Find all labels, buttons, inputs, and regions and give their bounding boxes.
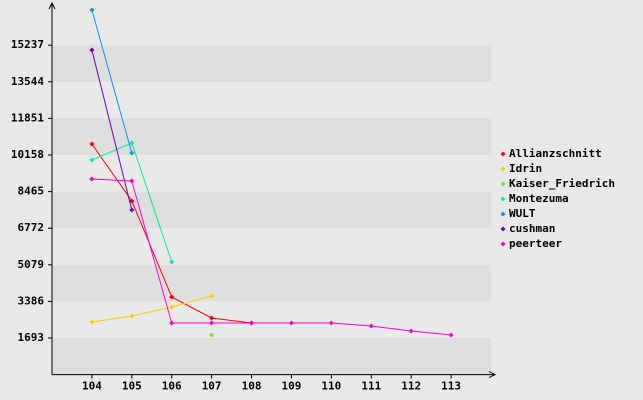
grid-band [52,81,491,119]
legend-label: cushman [509,222,555,235]
point [89,141,95,147]
y-tick-label: 15237 [11,38,44,51]
point [209,332,215,338]
point [408,328,414,334]
point [169,259,175,265]
grid-band [52,264,491,302]
x-tick-label: 110 [321,380,341,393]
point [448,332,454,338]
x-tick-label: 111 [361,380,381,393]
legend-marker [500,226,506,232]
point [169,294,175,300]
grid-band [52,45,491,82]
x-tick-label: 109 [282,380,302,393]
point [209,315,215,321]
y-tick-label: 10158 [11,148,44,161]
legend-marker [500,151,506,157]
y-tick-label: 8465 [18,185,45,198]
point [89,319,95,325]
legend-label: Idrin [509,162,542,175]
y-tick-label: 11851 [11,111,44,124]
grid-band [52,155,491,192]
grid-band [52,118,491,155]
point [89,47,95,53]
x-tick-label: 108 [242,380,262,393]
legend-marker [500,241,506,247]
point [129,313,135,319]
point [169,304,175,310]
grid-band [52,228,491,265]
legend-marker [500,196,506,202]
x-tick-label: 106 [162,380,182,393]
series-line [91,9,133,154]
y-axis-arrow [48,1,56,10]
legend-label: Allianzschnitt [509,147,602,160]
point [129,198,135,204]
legend-label: Montezuma [509,192,569,205]
point [288,320,294,326]
grid-band [52,338,491,375]
legend-marker [500,211,506,217]
point [209,293,215,299]
series-line [91,295,212,323]
point [129,178,135,184]
y-tick-label: 3386 [18,294,45,307]
x-tick-label: 113 [441,380,461,393]
point [368,323,374,329]
x-tick-label: 105 [122,380,142,393]
grid-band [52,8,491,46]
point [89,176,95,182]
y-tick-label: 5079 [18,258,45,271]
point [169,320,175,326]
point [249,320,255,326]
y-tick-label: 6772 [18,221,45,234]
point [129,207,135,213]
y-tick-label: 13544 [11,75,44,88]
legend-label: WULT [509,207,536,220]
series-line [91,49,133,211]
x-axis-arrow [488,371,497,379]
legend-label: Kaiser_Friedrich [509,177,615,190]
x-tick-label: 107 [202,380,222,393]
point [209,320,215,326]
point [89,7,95,13]
legend-marker [500,181,506,187]
legend-marker [500,166,506,172]
grid-band [52,191,491,229]
x-tick-label: 104 [82,380,102,393]
point [129,140,135,146]
series-line [91,178,452,336]
legend-label: peerteer [509,237,562,250]
x-tick-label: 112 [401,380,421,393]
point [89,157,95,163]
point [129,150,135,156]
y-tick-label: 1693 [18,331,45,344]
point [328,320,334,326]
